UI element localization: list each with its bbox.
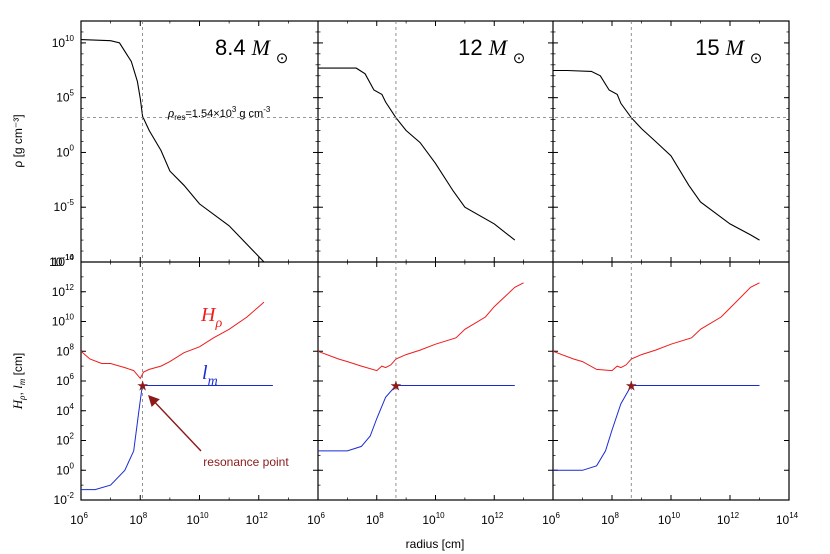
density-curve-2: [318, 67, 516, 241]
mass-label-1: 8.4 M ⊙: [215, 35, 288, 67]
resonance-arrow: [148, 394, 202, 452]
l-m-curve-3: [553, 385, 760, 471]
x-tick-label: 108: [601, 511, 619, 527]
x-axis-title: radius [cm]: [406, 537, 465, 551]
density-curve-3: [553, 69, 760, 241]
rho-res-label: ρres=1.54×103 g cm-3: [167, 105, 271, 122]
sun-symbol: ⊙: [513, 50, 526, 67]
H-rho-label: Hρ: [200, 304, 222, 331]
resonance-star-marker: ★: [136, 377, 149, 393]
y-axis-title-bottom: Hρ, lm [cm]: [10, 353, 27, 411]
y-tick-label-bottom: 100: [56, 461, 74, 477]
y-tick-label-bottom: 1010: [52, 313, 75, 329]
density-curve-1: [80, 39, 265, 263]
resonance-star-marker: ★: [625, 377, 638, 393]
x-tick-label: 106: [70, 511, 88, 527]
resonance-point-label: resonance point: [203, 455, 289, 469]
x-tick-label: 1012: [717, 511, 740, 527]
y-tick-label-top: 1010: [52, 34, 75, 50]
y-tick-label-bottom: 10-2: [54, 491, 75, 507]
x-tick-label: 1014: [776, 511, 799, 527]
x-tick-label: 108: [366, 511, 384, 527]
H-rho-curve-3: [552, 282, 760, 372]
y-tick-label-bottom: 108: [56, 342, 74, 358]
y-tick-label-bottom: 102: [56, 432, 74, 448]
x-tick-label: 1012: [246, 511, 269, 527]
sun-symbol: ⊙: [750, 50, 763, 67]
l-m-curve-2: [318, 385, 515, 452]
x-tick-label: 1010: [186, 511, 209, 527]
l-m-label: lm: [202, 362, 218, 389]
y-tick-label-bottom: 104: [56, 402, 74, 418]
y-tick-label-bottom: 106: [56, 372, 74, 388]
sun-symbol: ⊙: [276, 50, 289, 67]
y-axis-title-top: ρ [g cm⁻³]: [11, 114, 25, 167]
l-m-curve-1: [81, 385, 273, 491]
svg-text:12 M: 12 M: [458, 35, 509, 60]
y-tick-label-top: 105: [56, 89, 74, 105]
y-tick-label-top: 10-5: [54, 198, 75, 214]
x-tick-label: 108: [129, 511, 147, 527]
x-tick-label: 1012: [481, 511, 504, 527]
mass-label-3: 15 M ⊙: [695, 35, 762, 67]
y-tick-label-top: 10-10: [49, 253, 74, 269]
y-tick-label-bottom: 1012: [52, 283, 75, 299]
x-tick-label: 1010: [422, 511, 445, 527]
H-rho-curve-1: [80, 301, 265, 380]
x-tick-label: 106: [307, 511, 325, 527]
svg-text:15 M: 15 M: [695, 35, 746, 60]
H-rho-curve-2: [317, 282, 524, 372]
resonance-star-marker: ★: [390, 377, 403, 393]
x-tick-label: 1010: [658, 511, 681, 527]
y-tick-label-top: 100: [56, 143, 74, 159]
svg-text:8.4 M: 8.4 M: [215, 35, 272, 60]
mass-label-2: 12 M ⊙: [458, 35, 525, 67]
x-tick-label: 106: [542, 511, 560, 527]
y-tick-label-bottom: 1014: [52, 253, 75, 269]
